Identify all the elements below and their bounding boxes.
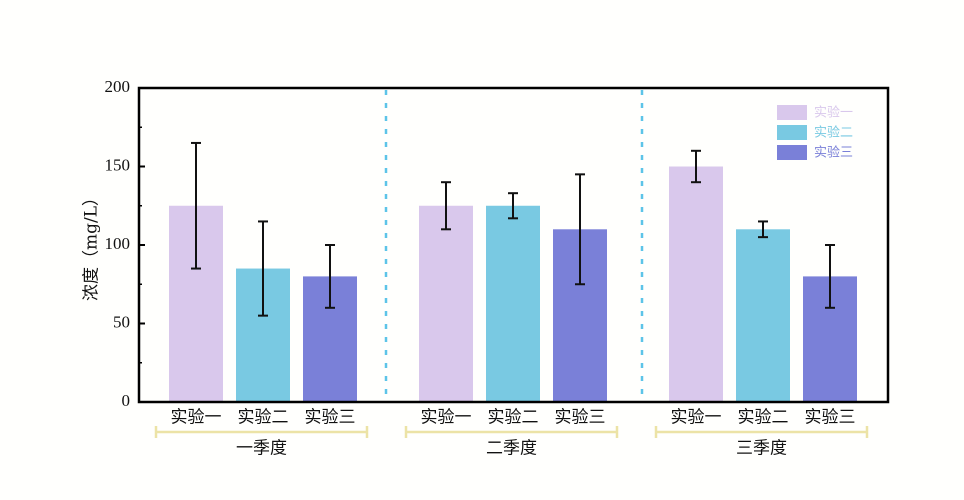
group-brackets: 一季度 二季度 三季度 <box>154 426 869 459</box>
x-category-label: 实验二 <box>738 408 789 428</box>
x-category-label: 实验一 <box>671 408 722 428</box>
bar <box>669 166 723 402</box>
x-category-label: 实验二 <box>238 408 289 428</box>
y-axis: 0 50 100 150 200 <box>105 77 145 410</box>
y-tick-label: 200 <box>105 77 131 96</box>
legend-label: 实验一 <box>814 105 853 121</box>
bar <box>486 205 540 402</box>
legend-swatch <box>777 145 807 160</box>
y-tick-label: 100 <box>105 234 131 253</box>
legend-swatch <box>777 105 807 120</box>
bar <box>736 229 790 402</box>
group-label: 二季度 <box>486 439 537 459</box>
x-category-label: 实验三 <box>555 408 606 428</box>
bars <box>169 166 857 402</box>
legend-label: 实验三 <box>814 145 853 161</box>
y-tick-label: 50 <box>113 312 130 331</box>
x-axis-category-labels: 实验一 实验二 实验三 实验一 实验二 实验三 实验一 实验二 实验三 <box>171 408 856 428</box>
x-category-label: 实验一 <box>171 408 222 428</box>
legend-label: 实验二 <box>814 125 853 141</box>
y-tick-label: 150 <box>105 155 131 174</box>
x-category-label: 实验三 <box>305 408 356 428</box>
x-category-label: 实验一 <box>421 408 472 428</box>
legend-swatch <box>777 125 807 140</box>
y-tick-label: 0 <box>122 391 131 410</box>
x-category-label: 实验二 <box>488 408 539 428</box>
y-axis-title: 浓度（mg/L） <box>82 189 102 301</box>
error-bars <box>191 141 835 317</box>
group-label: 一季度 <box>236 439 287 459</box>
bar <box>419 205 473 402</box>
group-dividers <box>384 90 644 402</box>
x-category-label: 实验三 <box>805 408 856 428</box>
group-label: 三季度 <box>736 439 787 459</box>
